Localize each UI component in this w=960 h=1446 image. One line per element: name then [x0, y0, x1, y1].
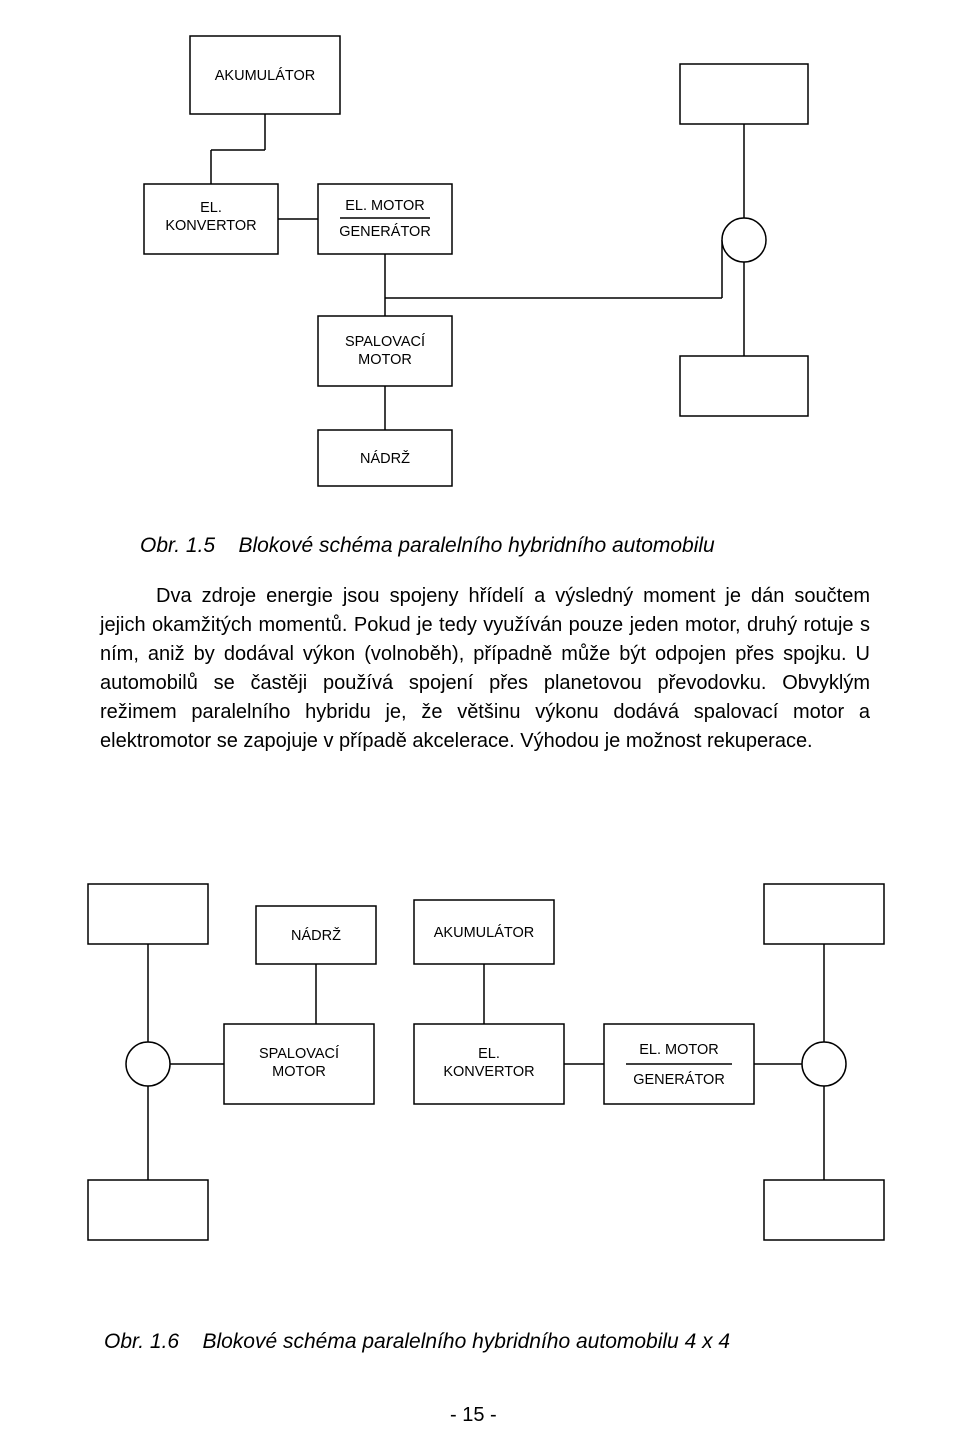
- label-konvertor-1: EL.: [478, 1046, 500, 1062]
- caption-2-text: Blokové schéma paralelního hybridního au…: [197, 1330, 731, 1353]
- caption-2: Obr. 1.6 Blokové schéma paralelního hybr…: [104, 1330, 730, 1354]
- caption-1-text: Blokové schéma paralelního hybridního au…: [233, 534, 715, 557]
- label-spalovaci-2: MOTOR: [272, 1064, 326, 1080]
- wheel-br: [680, 356, 808, 416]
- label-elmotor-2: GENERÁTOR: [633, 1071, 725, 1088]
- box-elmotor: [318, 184, 452, 254]
- label-konvertor-1: EL.: [200, 200, 222, 216]
- wheel-tr: [680, 64, 808, 124]
- page-number: - 15 -: [450, 1404, 497, 1427]
- body-paragraph-1: Dva zdroje energie jsou spojeny hřídelí …: [100, 582, 870, 756]
- wheel-br: [764, 1180, 884, 1240]
- label-elmotor-1: EL. MOTOR: [639, 1042, 719, 1058]
- box-spalovaci: [318, 316, 452, 386]
- wheel-bl: [88, 1180, 208, 1240]
- label-akumulator: AKUMULÁTOR: [434, 924, 534, 941]
- figure-2: NÁDRŽ AKUMULÁTOR SPALOVACÍ MOTOR EL. KON…: [0, 850, 960, 1270]
- label-akumulator: AKUMULÁTOR: [215, 67, 315, 84]
- label-konvertor-2: KONVERTOR: [443, 1064, 534, 1080]
- body-text: Dva zdroje energie jsou spojeny hřídelí …: [100, 582, 870, 756]
- caption-2-label: Obr. 1.6: [104, 1330, 179, 1353]
- page: AKUMULÁTOR EL. KONVERTOR EL. MOTOR GENER…: [0, 0, 960, 1446]
- label-spalovaci-1: SPALOVACÍ: [259, 1045, 339, 1062]
- wheel-tr: [764, 884, 884, 944]
- label-nadrz: NÁDRŽ: [291, 927, 341, 944]
- figure-1: AKUMULÁTOR EL. KONVERTOR EL. MOTOR GENER…: [0, 0, 960, 520]
- diff-right: [722, 218, 766, 262]
- label-spalovaci-1: SPALOVACÍ: [345, 333, 425, 350]
- wheel-tl: [88, 884, 208, 944]
- label-spalovaci-2: MOTOR: [358, 352, 412, 368]
- label-elmotor-2: GENERÁTOR: [339, 223, 431, 240]
- label-elmotor-1: EL. MOTOR: [345, 198, 425, 214]
- caption-1: Obr. 1.5 Blokové schéma paralelního hybr…: [140, 534, 715, 558]
- diff-left: [126, 1042, 170, 1086]
- label-konvertor-2: KONVERTOR: [165, 218, 256, 234]
- label-nadrz: NÁDRŽ: [360, 450, 410, 467]
- diff-right: [802, 1042, 846, 1086]
- caption-1-label: Obr. 1.5: [140, 534, 215, 557]
